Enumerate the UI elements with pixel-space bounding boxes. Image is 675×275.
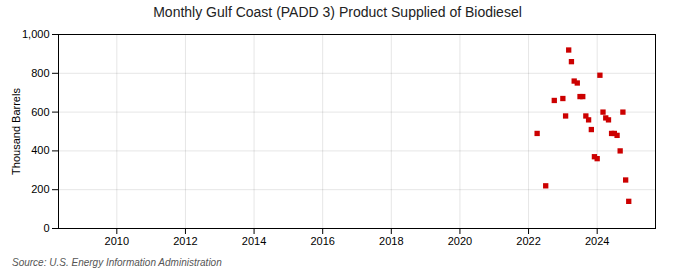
svg-text:2018: 2018 [379, 235, 403, 247]
svg-text:0: 0 [43, 222, 49, 234]
svg-text:2012: 2012 [173, 235, 197, 247]
svg-text:Thousand Barrels: Thousand Barrels [10, 88, 22, 175]
svg-text:400: 400 [31, 144, 49, 156]
svg-text:2014: 2014 [242, 235, 266, 247]
svg-text:2024: 2024 [585, 235, 609, 247]
svg-text:200: 200 [31, 183, 49, 195]
html-text:Source: U.S. Energy Informatio: Source: U.S. Energy Information Administ… [12, 257, 222, 268]
svg-text:800: 800 [31, 67, 49, 79]
svg-text:600: 600 [31, 106, 49, 118]
svg-text:1,000: 1,000 [22, 28, 50, 40]
html-text:Monthly Gulf Coast (PADD 3) Pr: Monthly Gulf Coast (PADD 3) Product Supp… [153, 4, 522, 20]
svg-text:2020: 2020 [448, 235, 472, 247]
svg-text:2016: 2016 [310, 235, 334, 247]
svg-text:2010: 2010 [105, 235, 129, 247]
svg-text:2022: 2022 [516, 235, 540, 247]
